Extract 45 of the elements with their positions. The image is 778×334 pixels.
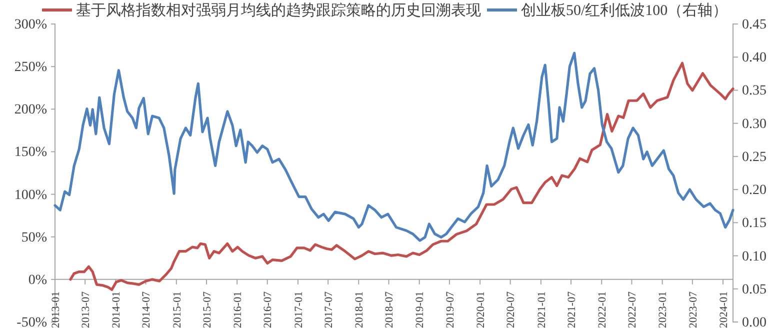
line-series [54,52,734,242]
y2-tick-label: 0.25 [742,150,766,165]
x-tick-label: 2022-07 [626,290,639,328]
y-tick-label: 200% [14,102,48,118]
x-tick-label: 2023-01 [657,291,670,328]
x-tick-label: 2023-07 [687,290,700,328]
y-tick-label: -50% [16,315,48,330]
legend-label: 基于风格指数相对强弱月均线的趋势跟踪策略的历史回溯表现 [76,2,481,19]
x-tick-label: 2014-01 [110,291,123,328]
legend-label: 创业板50/红利低波100（右轴） [521,2,728,19]
y2-tick-label: 0.10 [742,249,766,264]
x-tick-label: 2013-07 [80,290,92,328]
x-tick-label: 2019-07 [444,290,456,328]
y2-tick-label: 0.00 [742,315,766,330]
y-tick-label: 250% [14,60,48,76]
y2-tick-label: 0.30 [742,116,766,132]
x-tick-label: 2016-01 [232,291,244,328]
y-tick-label: 300% [14,17,48,32]
y2-tick-label: 0.05 [742,282,766,298]
y2-tick-label: 0.35 [742,84,766,99]
y-tick-label: 150% [14,145,48,160]
x-tick-label: 2015-01 [171,291,184,328]
y-tick-label: 50% [21,230,48,246]
x-tick-label: 2014-07 [140,290,153,328]
x-tick-label: 2019-01 [414,291,426,328]
x-tick-label: 2021-01 [536,291,548,328]
x-tick-label: 2018-01 [354,291,366,328]
x-tick-label: 2021-07 [566,290,578,328]
y2-tick-label: 0.15 [742,216,766,232]
x-tick-label: 2015-07 [201,290,214,328]
x-tick-label: 2020-01 [474,291,487,328]
x-tick-label: 2013-01 [50,291,62,328]
x-tick-label: 2016-07 [262,290,274,328]
y2-tick-label: 0.40 [742,50,766,66]
y2-tick-label: 0.45 [742,17,766,32]
x-tick-label: 2020-07 [505,290,518,328]
x-tick-label: 2022-01 [596,291,608,328]
y2-tick-label: 0.20 [742,183,766,198]
x-tick-label: 2018-07 [384,290,396,328]
x-tick-label: 2017-07 [322,290,335,328]
x-tick-label: 2024-01 [718,291,730,328]
line-series [69,62,734,291]
y-tick-label: 0% [28,272,48,288]
x-tick-label: 2017-01 [292,291,305,328]
y-tick-label: 100% [14,188,48,203]
